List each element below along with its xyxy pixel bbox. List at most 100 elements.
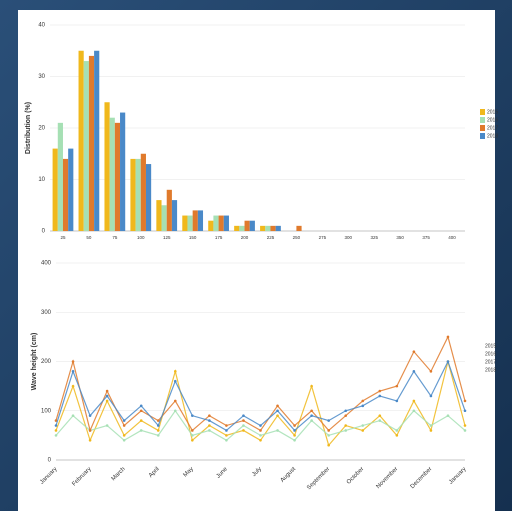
point [225,424,228,427]
point [208,414,211,417]
point [463,429,467,432]
x-tick-label: 400 [448,235,456,240]
y-axis-label: Distribution (%) [25,102,32,154]
x-tick-label: 350 [396,235,404,240]
bar [166,189,172,231]
point [361,429,365,432]
x-tick-label: July [251,466,263,478]
point [276,414,279,417]
point [242,419,245,422]
point [191,434,194,437]
point [276,409,279,413]
point [71,414,75,417]
x-tick-label: 150 [189,235,197,240]
point [105,389,109,393]
point [412,350,416,353]
point [310,419,313,422]
point [463,424,467,427]
point [173,409,177,413]
bar [244,220,250,231]
point [412,370,416,373]
y-tick-label: 0 [48,458,52,464]
bar [109,117,115,231]
point [361,404,365,408]
point [395,399,399,403]
bar [171,200,178,231]
x-tick-label: 25 [60,235,66,240]
point [344,429,348,432]
point [139,429,143,432]
x-tick-label: 125 [163,235,171,240]
legend-label: 2015 [485,343,496,349]
y-tick-label: 200 [41,359,52,365]
point [71,360,75,363]
y-tick-label: 400 [41,261,52,267]
point [191,439,194,442]
bar [234,225,240,231]
point [378,389,382,393]
legend-label: 2016 [485,351,496,357]
x-tick-label: 325 [370,235,378,240]
point [412,409,416,413]
point [463,409,467,413]
bar [62,158,69,231]
point [105,424,109,427]
legend-label: 2015 [487,109,498,115]
point [105,394,109,398]
point [276,429,279,432]
point [327,434,330,437]
point [156,419,160,422]
bar [197,210,204,231]
point [429,370,433,373]
point [259,424,262,427]
point [88,414,92,417]
point [225,439,228,442]
point [395,434,399,437]
bar [156,200,162,231]
point [71,370,75,373]
bar [94,50,100,231]
bar [249,220,255,231]
point [429,424,433,427]
point [54,429,58,432]
point [310,384,313,388]
bar [296,225,302,231]
point [156,429,160,432]
point [293,439,296,442]
point [344,424,348,427]
point [122,424,126,427]
point [293,429,296,432]
bar [52,148,58,231]
point [191,414,194,417]
bar [239,225,245,231]
point [242,414,245,417]
bar [140,153,146,231]
x-tick-label: 175 [215,235,223,240]
point [259,439,262,442]
bar [270,225,276,231]
point [378,414,382,417]
point [88,429,92,432]
x-tick-label: 75 [112,235,118,240]
point [225,434,228,437]
point [88,439,92,442]
x-tick-label: 300 [345,235,353,240]
bar [265,225,271,231]
legend-swatch [480,117,485,123]
point [105,399,109,403]
point [208,419,211,422]
point [463,399,467,403]
point [208,424,211,427]
x-tick-label: 250 [293,235,301,240]
legend-swatch [480,133,485,139]
bar [135,158,141,231]
bar [260,225,266,231]
point [173,399,177,403]
point [54,434,58,437]
point [361,424,365,427]
point [446,360,450,363]
bar [161,205,167,231]
point [327,419,330,422]
legend-swatch [480,109,485,115]
